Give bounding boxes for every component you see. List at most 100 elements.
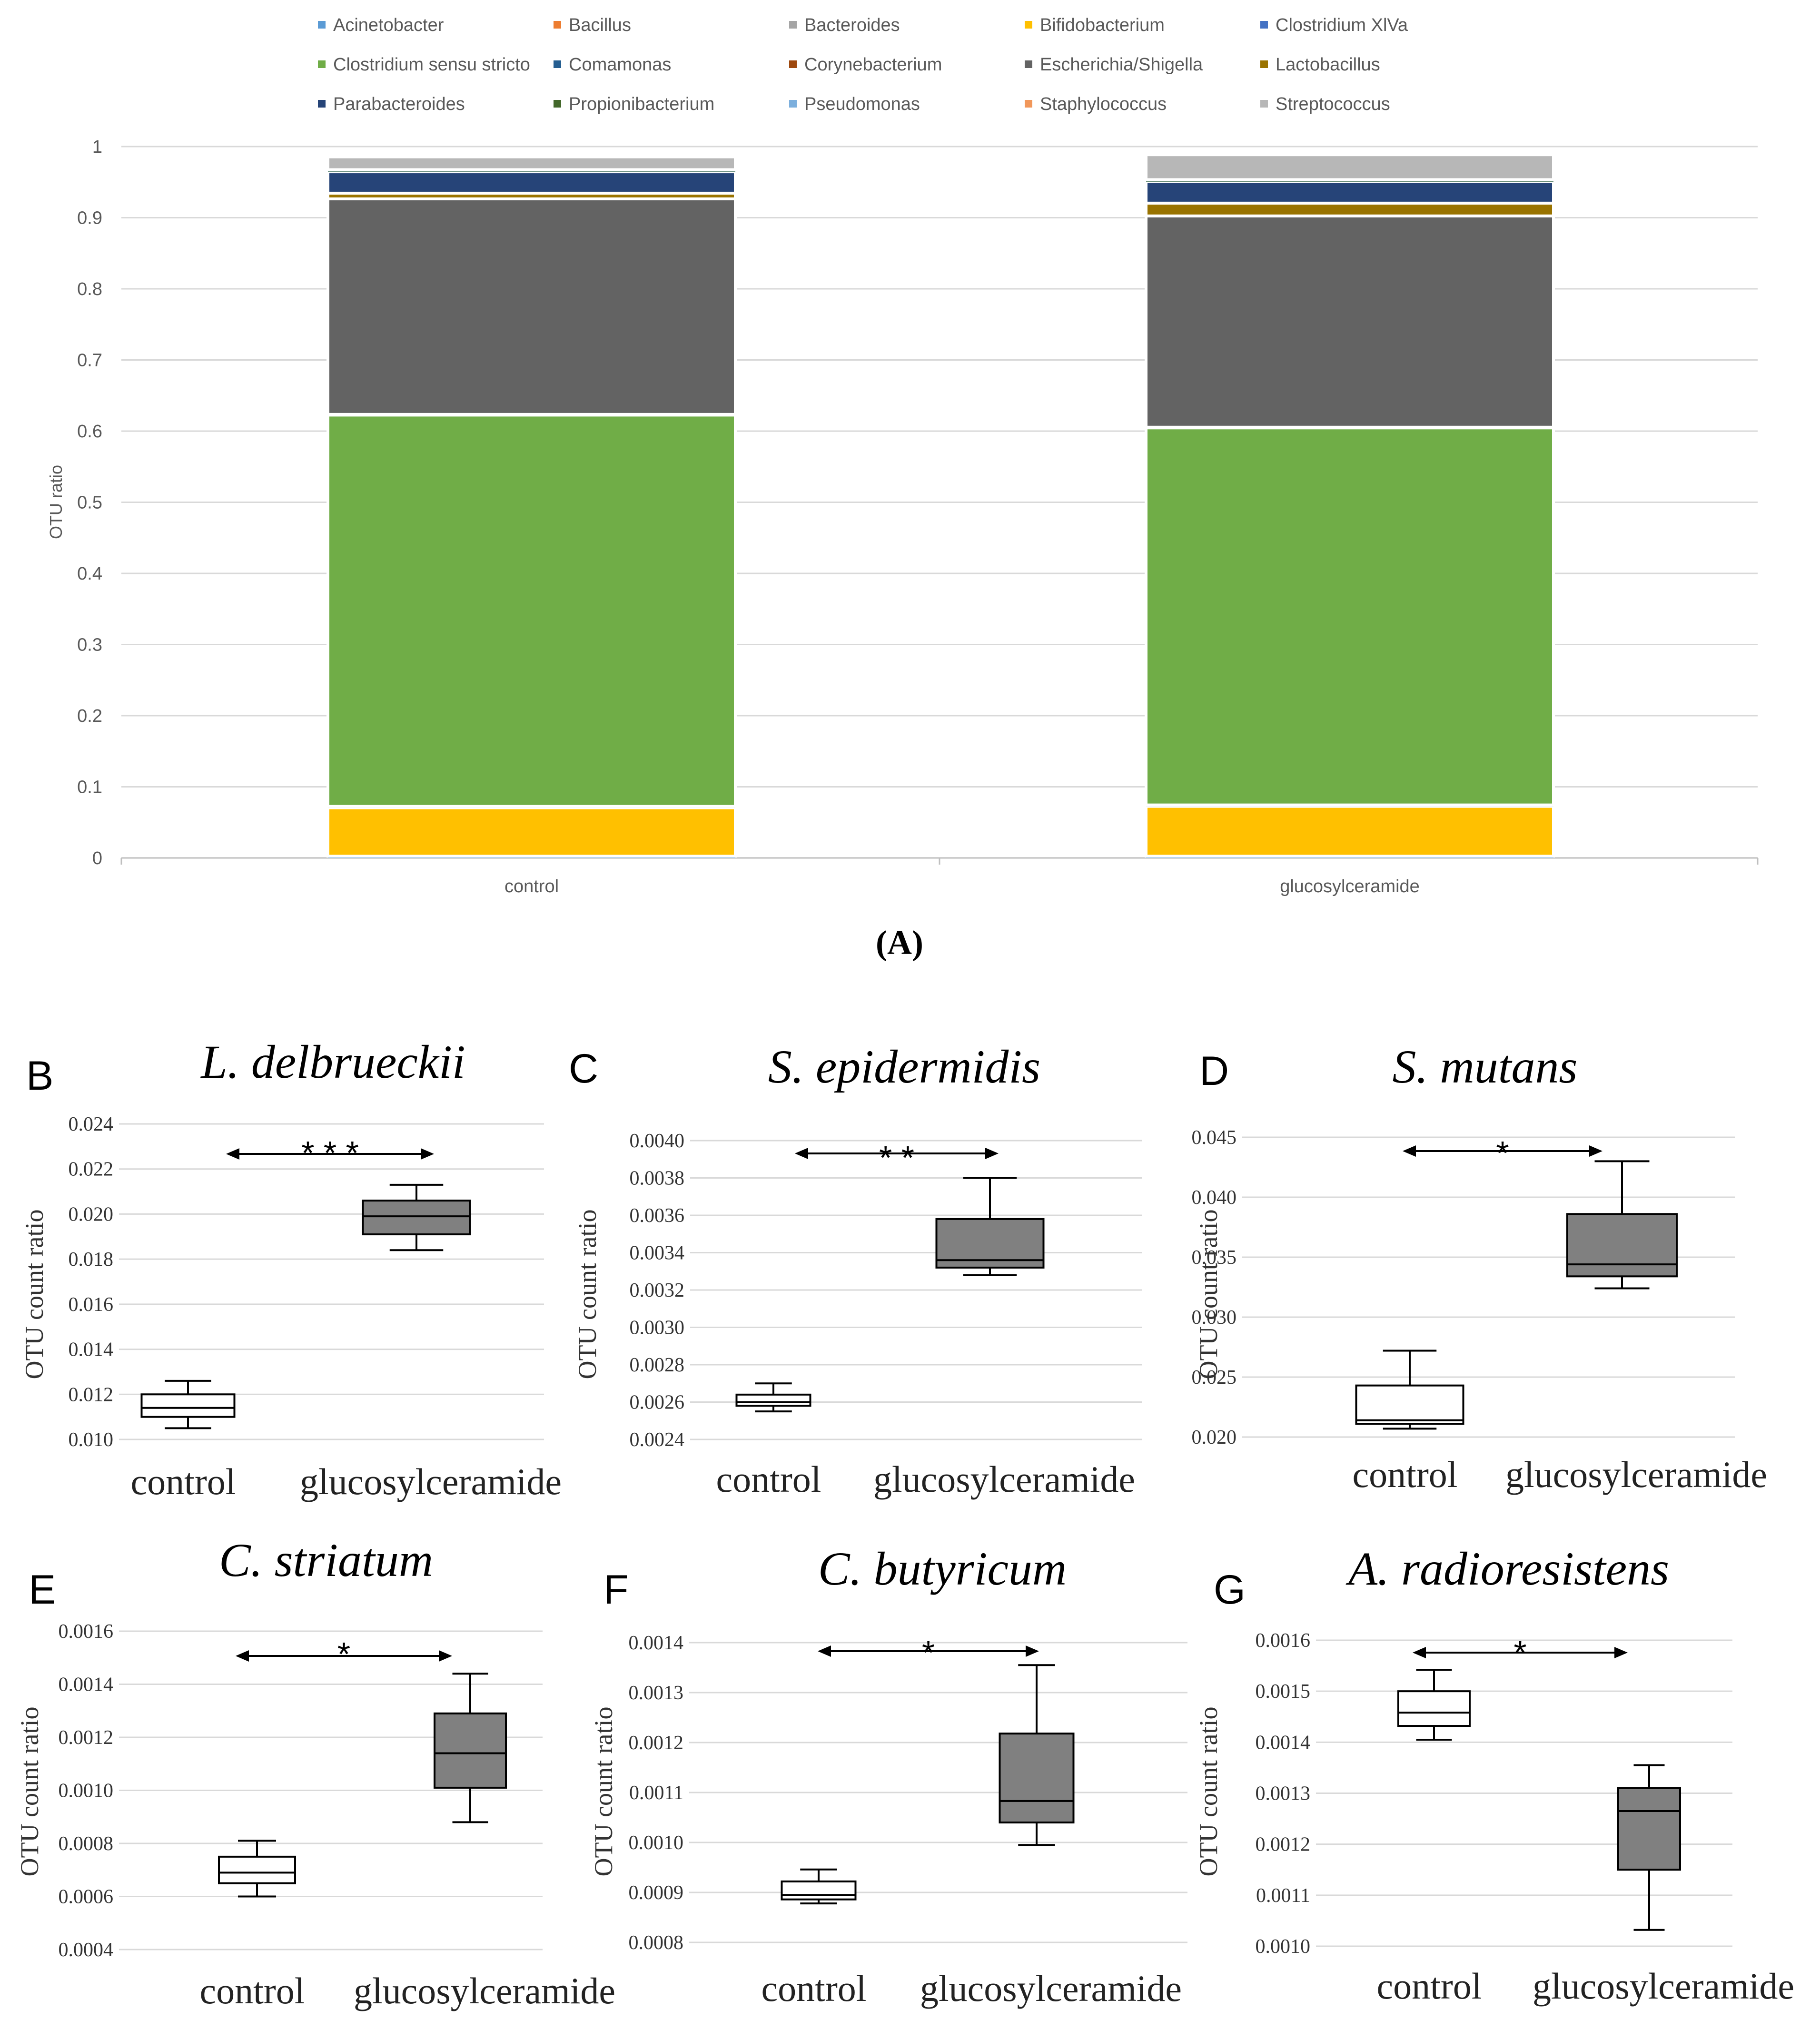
box-plot-panel-d: D S. mutans 0.020 0.025 0.030 0.035 0.040 0.045… bbox=[1192, 1040, 1768, 1495]
panel-title: C. striatum bbox=[219, 1534, 433, 1586]
y-tick-label: 0.024 bbox=[69, 1113, 114, 1135]
significance-arrowhead-left bbox=[226, 1148, 239, 1160]
significance-arrowhead-right bbox=[1614, 1647, 1628, 1658]
significance-arrowhead-left bbox=[818, 1645, 831, 1657]
significance-stars: * bbox=[1513, 1634, 1526, 1671]
legend-label: Clostridium sensu stricto bbox=[333, 55, 530, 75]
box-plot-panel-f: F C. butyricum 0.0008 0.0009 0.0010 0.0011 0.0… bbox=[589, 1542, 1187, 2009]
legend-swatch bbox=[554, 100, 561, 108]
y-axis-label: OTU count ratio bbox=[1194, 1707, 1223, 1877]
x-category-label: glucosylceramide bbox=[1505, 1454, 1767, 1495]
significance-arrowhead-right bbox=[439, 1650, 452, 1662]
y-tick-label: 0.022 bbox=[69, 1159, 114, 1181]
panel-letter: F bbox=[603, 1567, 629, 1613]
y-tick-label: 0.3 bbox=[77, 635, 102, 655]
legend-swatch bbox=[1260, 21, 1268, 29]
bar-segment bbox=[326, 197, 737, 416]
y-tick-label: 0.0008 bbox=[59, 1833, 114, 1855]
legend-label: Bacillus bbox=[569, 15, 631, 35]
legend-label: Bifidobacterium bbox=[1040, 15, 1165, 35]
y-tick-label: 0.0013 bbox=[1256, 1783, 1311, 1805]
y-tick-label: 0.2 bbox=[77, 706, 102, 726]
box-iqr bbox=[999, 1733, 1075, 1824]
y-tick-label: 0.0012 bbox=[629, 1732, 684, 1754]
y-tick-label: 0.0014 bbox=[59, 1674, 114, 1696]
legend-label: Corynebacterium bbox=[804, 55, 942, 75]
y-tick-label: 0.0014 bbox=[629, 1632, 684, 1654]
legend-swatch bbox=[318, 60, 326, 68]
y-tick-label: 0.0028 bbox=[630, 1354, 685, 1376]
y-tick-label: 0.020 bbox=[69, 1203, 114, 1225]
y-tick-label: 0.0009 bbox=[629, 1882, 684, 1904]
box-iqr bbox=[1617, 1787, 1681, 1871]
y-tick-label: 0.010 bbox=[69, 1429, 114, 1451]
y-tick-label: 0.0013 bbox=[629, 1682, 684, 1704]
box-plot-panel-e: E C. striatum 0.0004 0.0006 0.0008 0.0010 0.00… bbox=[15, 1534, 615, 2011]
box-iqr bbox=[362, 1200, 471, 1236]
significance-arrowhead-right bbox=[1026, 1645, 1039, 1657]
y-tick-label: 0.0010 bbox=[1256, 1936, 1311, 1958]
legend-label: Clostridium XlVa bbox=[1276, 15, 1408, 35]
legend-label: Lactobacillus bbox=[1276, 55, 1380, 75]
y-axis-label: OTU count ratio bbox=[1194, 1210, 1223, 1379]
legend-label: Escherichia/Shigella bbox=[1040, 55, 1203, 75]
bar-segment bbox=[326, 170, 737, 195]
y-tick-label: 0.012 bbox=[69, 1384, 114, 1406]
y-tick-label: 0.018 bbox=[69, 1249, 114, 1271]
x-category-label: control bbox=[504, 877, 559, 896]
significance-arrowhead-left bbox=[1413, 1647, 1426, 1658]
significance-arrowhead-left bbox=[795, 1148, 808, 1159]
y-tick-label: 0.0026 bbox=[630, 1392, 685, 1414]
y-axis-label: OTU count ratio bbox=[20, 1210, 49, 1379]
y-tick-label: 0.9 bbox=[77, 208, 102, 228]
panel-letter: B bbox=[26, 1053, 53, 1099]
box-iqr bbox=[218, 1855, 296, 1884]
panel-a-stacked-bar-chart: Acinetobacter Bacillus Bacteroides Bifidoba… bbox=[46, 15, 1759, 896]
panel-letter: G bbox=[1214, 1567, 1246, 1613]
y-tick-label: 0.0032 bbox=[630, 1280, 685, 1301]
box-iqr bbox=[434, 1712, 507, 1789]
legend-swatch bbox=[554, 21, 561, 29]
panel-title: S. mutans bbox=[1393, 1040, 1578, 1093]
y-tick-label: 0.0024 bbox=[630, 1429, 685, 1451]
bar-segment bbox=[1145, 214, 1555, 429]
x-category-label: glucosylceramide bbox=[354, 1970, 615, 2011]
legend-swatch bbox=[318, 100, 326, 108]
x-category-label: control bbox=[762, 1968, 867, 2009]
y-tick-label: 0.030 bbox=[1192, 1307, 1237, 1329]
y-tick-label: 0.016 bbox=[69, 1294, 114, 1316]
legend-swatch bbox=[789, 21, 797, 29]
y-tick-label: 0.045 bbox=[1192, 1127, 1237, 1149]
bar-segment bbox=[326, 155, 737, 171]
y-tick-label: 0.0016 bbox=[1256, 1630, 1311, 1652]
legend-label: Staphylococcus bbox=[1040, 94, 1167, 114]
significance-arrowhead-right bbox=[985, 1148, 999, 1159]
y-tick-label: 0.0036 bbox=[630, 1205, 685, 1227]
x-category-label: glucosylceramide bbox=[1280, 877, 1420, 896]
box-iqr bbox=[1355, 1384, 1464, 1425]
legend-label: Parabacteroides bbox=[333, 94, 465, 114]
y-tick-label: 0.0030 bbox=[630, 1317, 685, 1339]
significance-arrowhead-right bbox=[421, 1148, 434, 1160]
panel-title: C. butyricum bbox=[818, 1542, 1067, 1595]
panel-title: L. delbrueckii bbox=[200, 1035, 465, 1088]
y-tick-label: 0.040 bbox=[1192, 1187, 1237, 1209]
bar-segment bbox=[326, 414, 737, 808]
legend-label: Bacteroides bbox=[804, 15, 900, 35]
legend-label: Pseudomonas bbox=[804, 94, 920, 114]
box-plot-panel-c: C S. epidermidis 0.0024 0.0026 0.0028 0.0030 0… bbox=[569, 1040, 1142, 1500]
y-tick-label: 0.0038 bbox=[630, 1168, 685, 1190]
y-tick-label: 0.0008 bbox=[629, 1932, 684, 1954]
bar-segment bbox=[1145, 805, 1555, 858]
box-iqr bbox=[781, 1880, 857, 1901]
legend-swatch bbox=[1025, 21, 1032, 29]
y-tick-label: 0.6 bbox=[77, 422, 102, 442]
box-iqr bbox=[735, 1393, 811, 1407]
significance-stars: * * * bbox=[301, 1134, 359, 1172]
bar-segment bbox=[328, 171, 735, 172]
y-tick-label: 0.0011 bbox=[629, 1782, 683, 1804]
y-axis-label: OTU count ratio bbox=[573, 1210, 602, 1379]
y-tick-label: 0.0010 bbox=[59, 1780, 114, 1802]
y-axis-label: OTU count ratio bbox=[15, 1707, 44, 1877]
